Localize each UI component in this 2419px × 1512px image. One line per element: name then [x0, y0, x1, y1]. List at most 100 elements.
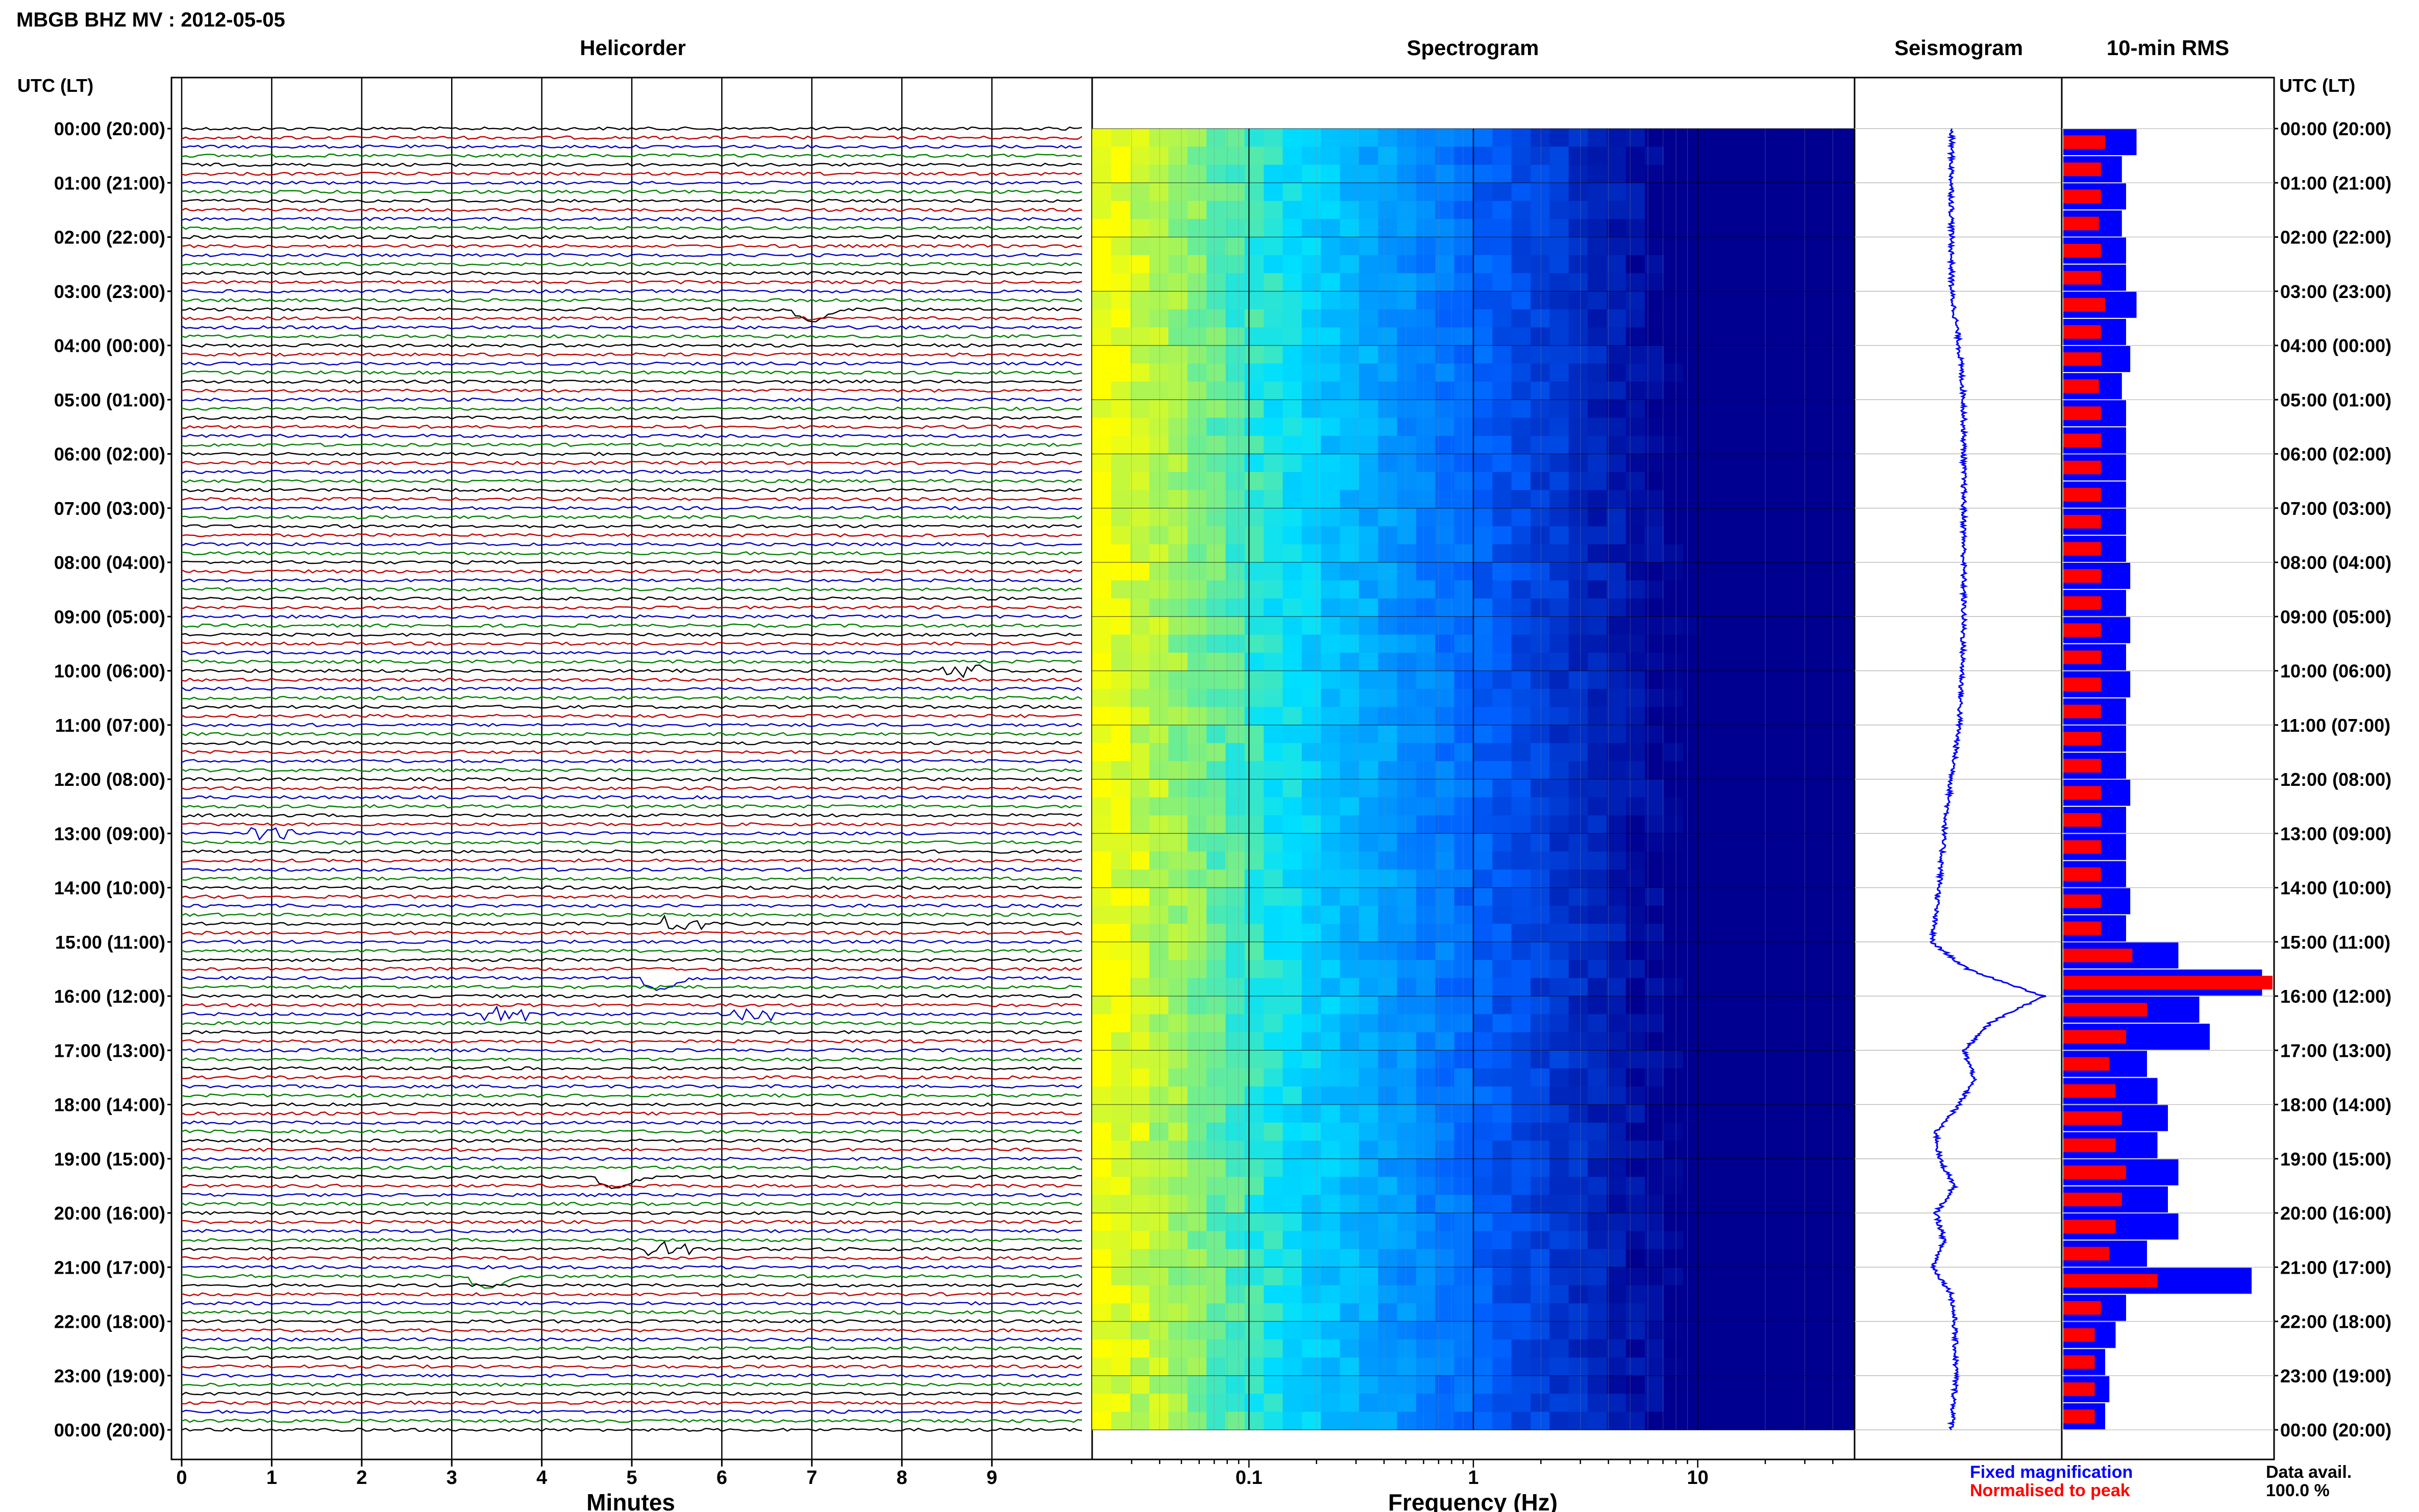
- spectrogram-cell: [1588, 1303, 1607, 1322]
- spectrogram-cell: [1092, 454, 1112, 473]
- spectrogram-cell: [1721, 978, 1741, 997]
- spectrogram-cell: [1130, 887, 1150, 906]
- spectrogram-cell: [1625, 688, 1645, 707]
- spectrogram-cell: [1454, 1303, 1474, 1322]
- spectrogram-cell: [1664, 309, 1684, 328]
- spectrogram-cell: [1664, 1050, 1684, 1069]
- spectrogram-cell: [1454, 598, 1474, 617]
- spectrogram-cell: [1797, 164, 1817, 183]
- spectrogram-cell: [1092, 129, 1112, 147]
- spectrogram-cell: [1549, 851, 1569, 870]
- spectrogram-cell: [1588, 400, 1607, 418]
- spectrogram-cell: [1759, 580, 1779, 599]
- spectrogram-cell: [1759, 544, 1779, 563]
- spectrogram-cell: [1321, 417, 1341, 436]
- spectrogram-cell: [1797, 761, 1817, 780]
- spectrogram-cell: [1588, 544, 1607, 563]
- spectrogram-cell: [1588, 291, 1607, 310]
- spectrogram-cell: [1264, 688, 1283, 707]
- spectrogram-cell: [1683, 743, 1702, 762]
- spectrogram-cell: [1149, 887, 1169, 906]
- spectrogram-cell: [1702, 1050, 1722, 1069]
- spectrogram-cell: [1225, 436, 1245, 455]
- spectrogram-cell: [1416, 941, 1436, 960]
- spectrogram-cell: [1511, 1285, 1531, 1304]
- spectrogram-cell: [1225, 1285, 1245, 1304]
- spectrogram-cell: [1740, 761, 1760, 780]
- spectrogram-cell: [1549, 870, 1569, 888]
- spectrogram-cell: [1664, 454, 1684, 473]
- spectrogram-cell: [1625, 526, 1645, 545]
- spectrogram-cell: [1588, 255, 1607, 274]
- spectrogram-cell: [1531, 870, 1550, 888]
- spectrogram-cell: [1645, 291, 1665, 310]
- spectrogram-cell: [1149, 436, 1169, 455]
- spectrogram-cell: [1187, 1104, 1207, 1123]
- spectrogram-cell: [1835, 1285, 1855, 1304]
- spectrogram-cell: [1168, 544, 1188, 563]
- spectrogram-cell: [1282, 363, 1302, 382]
- spectrogram-cell: [1187, 707, 1207, 726]
- spectrogram-cell: [1797, 400, 1817, 418]
- rms-bar-normalised: [2063, 1111, 2122, 1125]
- spectrogram-cell: [1816, 436, 1836, 455]
- spectrogram-cell: [1397, 417, 1417, 436]
- spectrogram-cell: [1454, 616, 1474, 635]
- spectrogram-cell: [1092, 941, 1112, 960]
- spectrogram-cell: [1301, 1303, 1321, 1322]
- spectrogram-cell: [1378, 436, 1398, 455]
- spectrogram-cell: [1664, 490, 1684, 509]
- spectrogram-cell: [1225, 1357, 1245, 1376]
- spectrogram-cell: [1225, 472, 1245, 490]
- spectrogram-cell: [1416, 905, 1436, 924]
- spectrogram-cell: [1759, 960, 1779, 979]
- spectrogram-cell: [1607, 327, 1626, 346]
- spectrogram-cell: [1340, 309, 1360, 328]
- spectrogram-cell: [1416, 580, 1436, 599]
- spectrogram-cell: [1092, 183, 1112, 202]
- time-tick-label-right: 01:00 (21:00): [2280, 172, 2391, 193]
- spectrogram-cell: [1740, 725, 1760, 743]
- spectrogram-cell: [1645, 996, 1665, 1014]
- spectrogram-cell: [1168, 1177, 1188, 1196]
- helicorder-trace: [181, 732, 1082, 736]
- spectrogram-cell: [1225, 454, 1245, 473]
- spectrogram-cell: [1740, 562, 1760, 581]
- spectrogram-cell: [1321, 363, 1341, 382]
- spectrogram-cell: [1301, 1068, 1321, 1087]
- spectrogram-cell: [1359, 436, 1378, 455]
- helicorder-trace: [181, 840, 1082, 845]
- spectrogram-cell: [1549, 1068, 1569, 1087]
- spectrogram-cell: [1816, 309, 1836, 328]
- spectrogram-cell: [1492, 797, 1512, 816]
- spectrogram-cell: [1359, 833, 1378, 852]
- spectrogram-cell: [1225, 1375, 1245, 1394]
- spectrogram-cell: [1549, 345, 1569, 364]
- spectrogram-cell: [1321, 1050, 1341, 1069]
- spectrogram-cell: [1264, 887, 1283, 906]
- spectrogram-cell: [1187, 978, 1207, 997]
- spectrogram-cell: [1549, 1122, 1569, 1141]
- spectrogram-cell: [1244, 1375, 1264, 1394]
- spectrogram-cell: [1264, 960, 1283, 979]
- spectrogram-cell: [1664, 598, 1684, 617]
- spectrogram-cell: [1244, 1014, 1264, 1033]
- spectrogram-cell: [1588, 164, 1607, 183]
- spectrogram-cell: [1435, 363, 1455, 382]
- helicorder-trace: [181, 1030, 1082, 1035]
- spectrogram-cell: [1625, 273, 1645, 292]
- helicorder-trace: [181, 316, 1082, 321]
- spectrogram-cell: [1511, 508, 1531, 527]
- spectrogram-cell: [1435, 761, 1455, 780]
- spectrogram-cell: [1168, 978, 1188, 997]
- spectrogram-cell: [1740, 345, 1760, 364]
- spectrogram-cell: [1149, 1375, 1169, 1394]
- spectrogram-cell: [1721, 1394, 1741, 1412]
- spectrogram-cell: [1301, 761, 1321, 780]
- spectrogram-cell: [1168, 562, 1188, 581]
- spectrogram-cell: [1397, 1375, 1417, 1394]
- spectrogram-cell: [1397, 960, 1417, 979]
- spectrogram-cell: [1397, 1339, 1417, 1358]
- spectrogram-cell: [1778, 237, 1798, 256]
- spectrogram-cell: [1092, 1339, 1112, 1358]
